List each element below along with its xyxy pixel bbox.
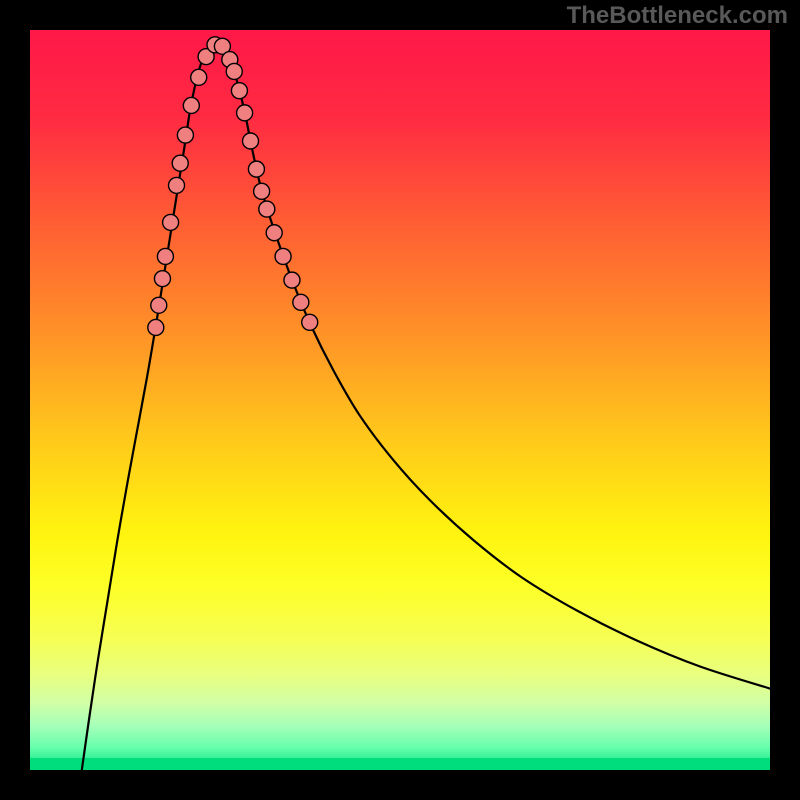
data-marker xyxy=(154,271,170,287)
data-marker xyxy=(231,83,247,99)
chart-svg xyxy=(30,30,770,770)
data-marker xyxy=(177,127,193,143)
data-marker xyxy=(266,225,282,241)
data-marker xyxy=(254,183,270,199)
data-marker xyxy=(151,297,167,313)
data-marker xyxy=(248,161,264,177)
data-marker xyxy=(163,214,179,230)
data-marker xyxy=(183,97,199,113)
data-marker xyxy=(172,155,188,171)
data-marker xyxy=(293,294,309,310)
data-marker xyxy=(243,133,259,149)
watermark-text: TheBottleneck.com xyxy=(567,2,788,30)
bottom-green-band xyxy=(30,758,770,770)
data-marker xyxy=(259,201,275,217)
data-marker xyxy=(191,69,207,85)
data-marker xyxy=(237,105,253,121)
chart-frame: TheBottleneck.com xyxy=(0,0,800,800)
data-marker xyxy=(148,319,164,335)
data-marker xyxy=(275,248,291,264)
data-marker xyxy=(169,177,185,193)
data-marker xyxy=(302,314,318,330)
plot-area xyxy=(30,30,770,770)
data-marker xyxy=(157,248,173,264)
chart-background xyxy=(30,30,770,770)
data-marker xyxy=(226,63,242,79)
data-marker xyxy=(284,272,300,288)
